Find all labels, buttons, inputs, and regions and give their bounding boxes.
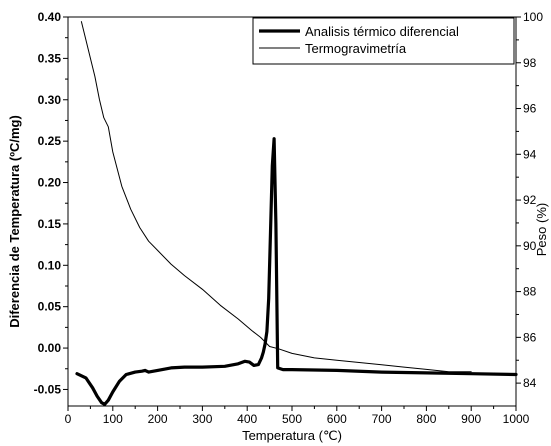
legend-box bbox=[252, 17, 515, 65]
y-right-tick-label: 94 bbox=[523, 147, 537, 161]
y-left-tick-label: 0.20 bbox=[38, 176, 62, 190]
series-layer bbox=[75, 21, 518, 406]
y-axis-left-title: Diferencia de Temperatura (ºC/mg) bbox=[7, 115, 22, 328]
y-left-tick-label: 0.25 bbox=[38, 134, 62, 148]
y-left-tick-label: 0.10 bbox=[38, 258, 62, 272]
y-right-tick-label: 88 bbox=[523, 285, 537, 299]
y-right-tick-label: 86 bbox=[523, 330, 537, 344]
x-tick-label: 100 bbox=[103, 412, 123, 426]
y-right-tick-label: 92 bbox=[523, 193, 537, 207]
y-right-tick-label: 96 bbox=[523, 102, 537, 116]
y-right-tick-label: 84 bbox=[523, 376, 537, 390]
x-tick-label: 800 bbox=[416, 412, 436, 426]
x-tick-label: 1000 bbox=[503, 412, 530, 426]
axes-layer bbox=[67, 16, 517, 407]
x-tick-label: 200 bbox=[148, 412, 168, 426]
y-right-tick-label: 90 bbox=[523, 239, 537, 253]
legend: Analisis térmico diferencial Termogravime… bbox=[252, 17, 515, 65]
y-right-tick-label: 98 bbox=[523, 56, 537, 70]
y-left-tick-label: 0.05 bbox=[38, 300, 62, 314]
x-axis-title: Temperatura (℃) bbox=[242, 428, 342, 443]
y-left-tick-label: -0.05 bbox=[34, 382, 62, 396]
series-line-dta bbox=[75, 137, 518, 406]
y-left-tick-label: 0.35 bbox=[38, 51, 62, 65]
y-left-tick-label: 0.15 bbox=[38, 217, 62, 231]
legend-label: Termogravimetría bbox=[305, 41, 407, 56]
y-left-tick-label: 0.00 bbox=[38, 341, 62, 355]
x-tick-label: 300 bbox=[192, 412, 212, 426]
y-right-tick-label: 100 bbox=[523, 10, 543, 24]
x-tick-label: 600 bbox=[327, 412, 347, 426]
x-tick-label: 700 bbox=[372, 412, 392, 426]
series-line-tga bbox=[80, 21, 472, 373]
x-tick-label: 900 bbox=[461, 412, 481, 426]
y-left-tick-label: 0.40 bbox=[38, 10, 62, 24]
y-axis-right-title: Peso (%) bbox=[534, 203, 549, 256]
x-tick-label: 400 bbox=[237, 412, 257, 426]
legend-label: Analisis térmico diferencial bbox=[305, 24, 459, 39]
x-tick-label: 0 bbox=[65, 412, 72, 426]
x-tick-label: 500 bbox=[282, 412, 302, 426]
ticks-layer: 0 100 200 300 400 500 600 700 800 900 1000 -0.05 0.0… bbox=[34, 10, 544, 426]
y-left-tick-label: 0.30 bbox=[38, 93, 62, 107]
plot-frame bbox=[67, 16, 517, 407]
